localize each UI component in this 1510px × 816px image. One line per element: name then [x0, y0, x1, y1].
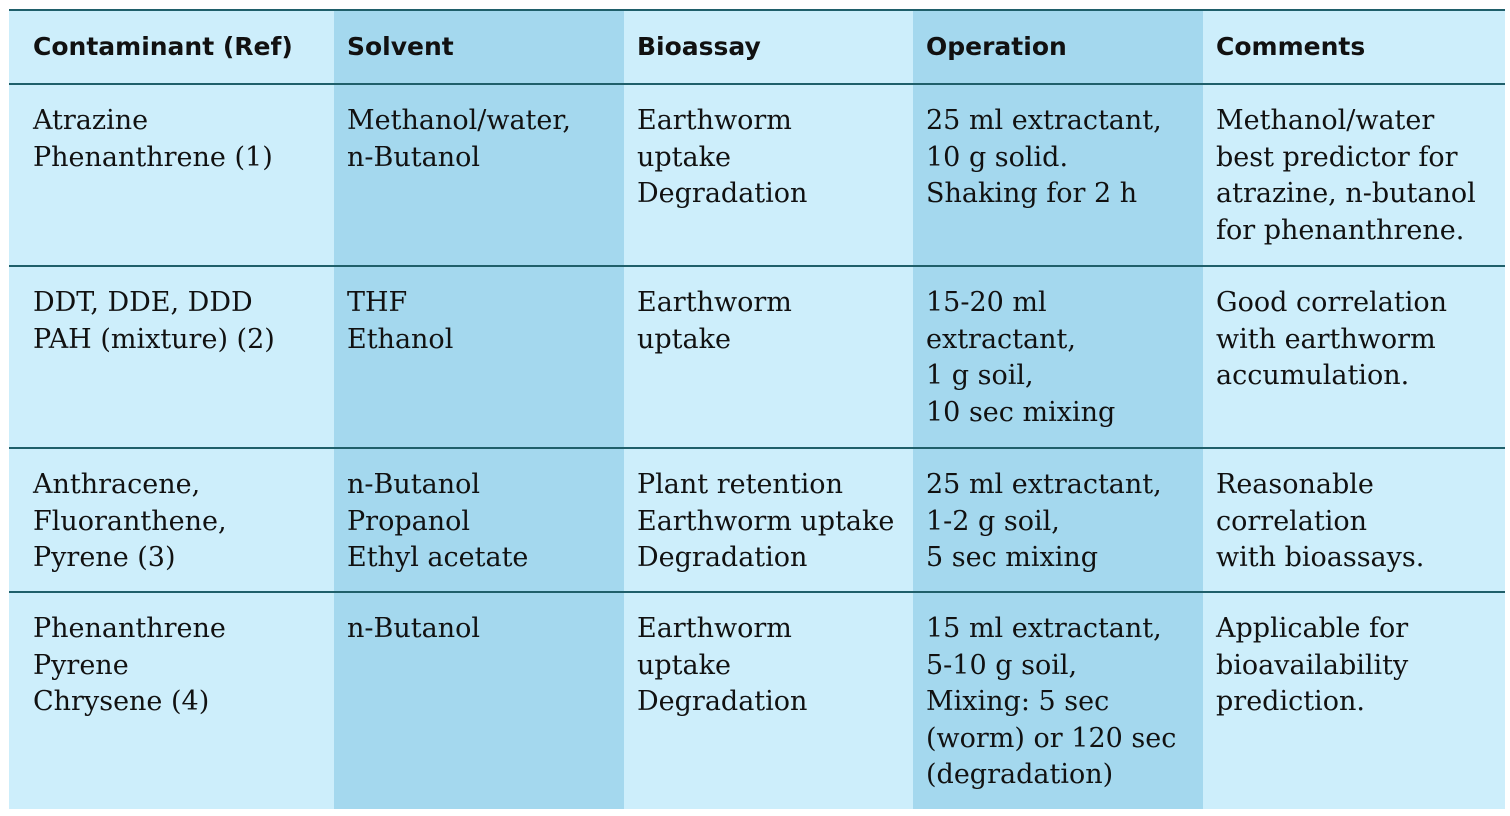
row1-solvent: Methanol/water, n-Butanol [334, 83, 624, 265]
row1-bioassay: Earthworm uptake Degradation [624, 83, 913, 265]
row3-bioassay: Plant retention Earthworm uptake Degrada… [624, 447, 913, 591]
row3-solvent: n-Butanol Propanol Ethyl acetate [334, 447, 624, 591]
row2-bioassay: Earthworm uptake [624, 265, 913, 447]
header-bioassay: Bioassay [624, 11, 913, 83]
row2-comments: Good correlation with earthworm accumula… [1203, 265, 1505, 447]
row1-contaminant: Atrazine Phenanthrene (1) [9, 83, 334, 265]
header-comments: Comments [1203, 11, 1505, 83]
row3-operation: 25 ml extractant, 1-2 g soil, 5 sec mixi… [913, 447, 1203, 591]
row4-comments: Applicable for bioavailability predictio… [1203, 591, 1505, 809]
row4-solvent: n-Butanol [334, 591, 624, 809]
row2-solvent: THF Ethanol [334, 265, 624, 447]
row2-operation: 15-20 ml extractant, 1 g soil, 10 sec mi… [913, 265, 1203, 447]
row4-contaminant: Phenanthrene Pyrene Chrysene (4) [9, 591, 334, 809]
row1-operation: 25 ml extractant, 10 g solid. Shaking fo… [913, 83, 1203, 265]
row3-contaminant: Anthracene, Fluoranthene, Pyrene (3) [9, 447, 334, 591]
header-solvent: Solvent [334, 11, 624, 83]
extraction-methods-table: Contaminant (Ref) Solvent Bioassay Opera… [9, 9, 1505, 809]
row4-bioassay: Earthworm uptake Degradation [624, 591, 913, 809]
row2-contaminant: DDT, DDE, DDD PAH (mixture) (2) [9, 265, 334, 447]
row4-operation: 15 ml extractant, 5-10 g soil, Mixing: 5… [913, 591, 1203, 809]
header-operation: Operation [913, 11, 1203, 83]
header-contaminant: Contaminant (Ref) [9, 11, 334, 83]
row1-comments: Methanol/water best predictor for atrazi… [1203, 83, 1505, 265]
row3-comments: Reasonable correlation with bioassays. [1203, 447, 1505, 591]
